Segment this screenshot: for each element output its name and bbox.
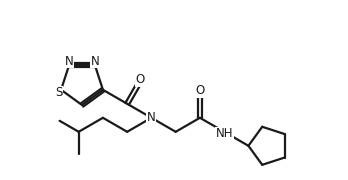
Text: O: O xyxy=(195,84,205,97)
Text: N: N xyxy=(65,55,73,68)
Text: N: N xyxy=(90,55,99,68)
Text: O: O xyxy=(136,73,145,86)
Text: S: S xyxy=(55,86,63,99)
Text: N: N xyxy=(147,111,156,124)
Text: NH: NH xyxy=(215,127,233,140)
